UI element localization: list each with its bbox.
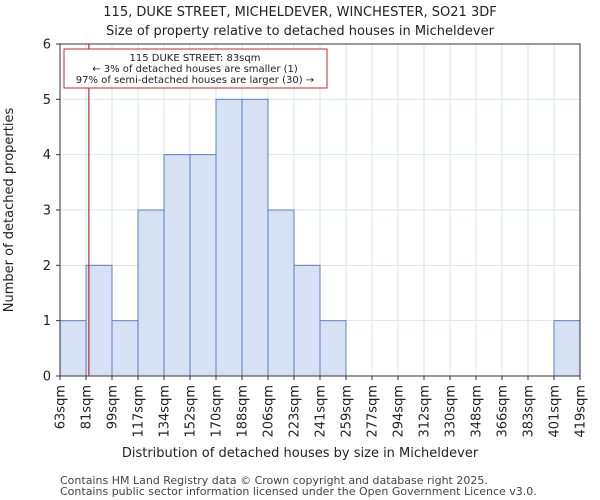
histogram-bar xyxy=(215,98,243,377)
histogram-bar xyxy=(241,98,269,377)
histogram-bar xyxy=(553,320,581,377)
x-tick-label: 99sqm xyxy=(106,385,121,429)
histogram-bar xyxy=(267,209,295,377)
x-tick-label: 366sqm xyxy=(496,385,511,438)
y-tick-label: 3 xyxy=(43,204,51,219)
x-tick-label: 419sqm xyxy=(574,385,589,438)
x-tick-label: 117sqm xyxy=(132,385,147,438)
x-axis-ticks: 63sqm 81sqm 99sqm 117sqm 134sqm 152sqm 170sqm 1… xyxy=(54,376,589,438)
y-tick-label: 6 xyxy=(43,38,51,53)
y-tick-label: 2 xyxy=(43,259,51,274)
x-tick-label: 348sqm xyxy=(470,385,485,438)
annotation-line-2: ← 3% of detached houses are smaller (1) xyxy=(92,64,298,75)
footer-line-1: Contains HM Land Registry data © Crown c… xyxy=(60,474,488,487)
x-tick-label: 81sqm xyxy=(80,385,95,429)
histogram-bar xyxy=(137,209,165,377)
y-axis-ticks: 0 1 2 3 4 5 6 xyxy=(43,38,60,385)
annotation-line-3: 97% of semi-detached houses are larger (… xyxy=(76,75,314,86)
x-tick-label: 259sqm xyxy=(340,385,355,438)
x-tick-label: 330sqm xyxy=(444,385,459,438)
histogram-bar xyxy=(59,320,87,377)
x-tick-label: 312sqm xyxy=(418,385,433,438)
histogram-bar xyxy=(293,264,321,377)
histogram-bar xyxy=(163,154,191,377)
x-tick-label: 294sqm xyxy=(392,385,407,438)
x-tick-label: 188sqm xyxy=(236,385,251,438)
x-tick-label: 401sqm xyxy=(548,385,563,438)
x-tick-label: 277sqm xyxy=(366,385,381,438)
histogram-bar xyxy=(189,154,217,377)
x-tick-label: 170sqm xyxy=(210,385,225,438)
chart-title: 115, DUKE STREET, MICHELDEVER, WINCHESTE… xyxy=(103,5,496,20)
x-axis-label: Distribution of detached houses by size … xyxy=(122,446,479,461)
x-tick-label: 63sqm xyxy=(54,385,69,429)
y-tick-label: 4 xyxy=(43,148,51,163)
y-tick-label: 0 xyxy=(43,370,51,385)
x-tick-label: 223sqm xyxy=(288,385,303,438)
bars xyxy=(59,98,581,377)
y-axis-label: Number of detached properties xyxy=(2,108,17,313)
chart-subtitle: Size of property relative to detached ho… xyxy=(106,24,495,39)
annotation-box: 115 DUKE STREET: 83sqm ← 3% of detached … xyxy=(63,48,328,89)
x-tick-label: 383sqm xyxy=(522,385,537,438)
histogram-bar xyxy=(111,320,139,377)
plot-frame xyxy=(59,43,581,377)
histogram-bar xyxy=(319,320,347,377)
y-tick-label: 1 xyxy=(43,314,51,329)
footer-line-2: Contains public sector information licen… xyxy=(60,485,537,498)
x-tick-label: 241sqm xyxy=(314,385,329,438)
histogram-bar xyxy=(85,264,113,377)
annotation-frame xyxy=(63,48,328,89)
x-tick-label: 206sqm xyxy=(262,385,277,438)
x-tick-label: 152sqm xyxy=(184,385,199,438)
y-tick-label: 5 xyxy=(43,93,51,108)
x-tick-label: 134sqm xyxy=(158,385,173,438)
annotation-line-1: 115 DUKE STREET: 83sqm xyxy=(130,53,261,64)
